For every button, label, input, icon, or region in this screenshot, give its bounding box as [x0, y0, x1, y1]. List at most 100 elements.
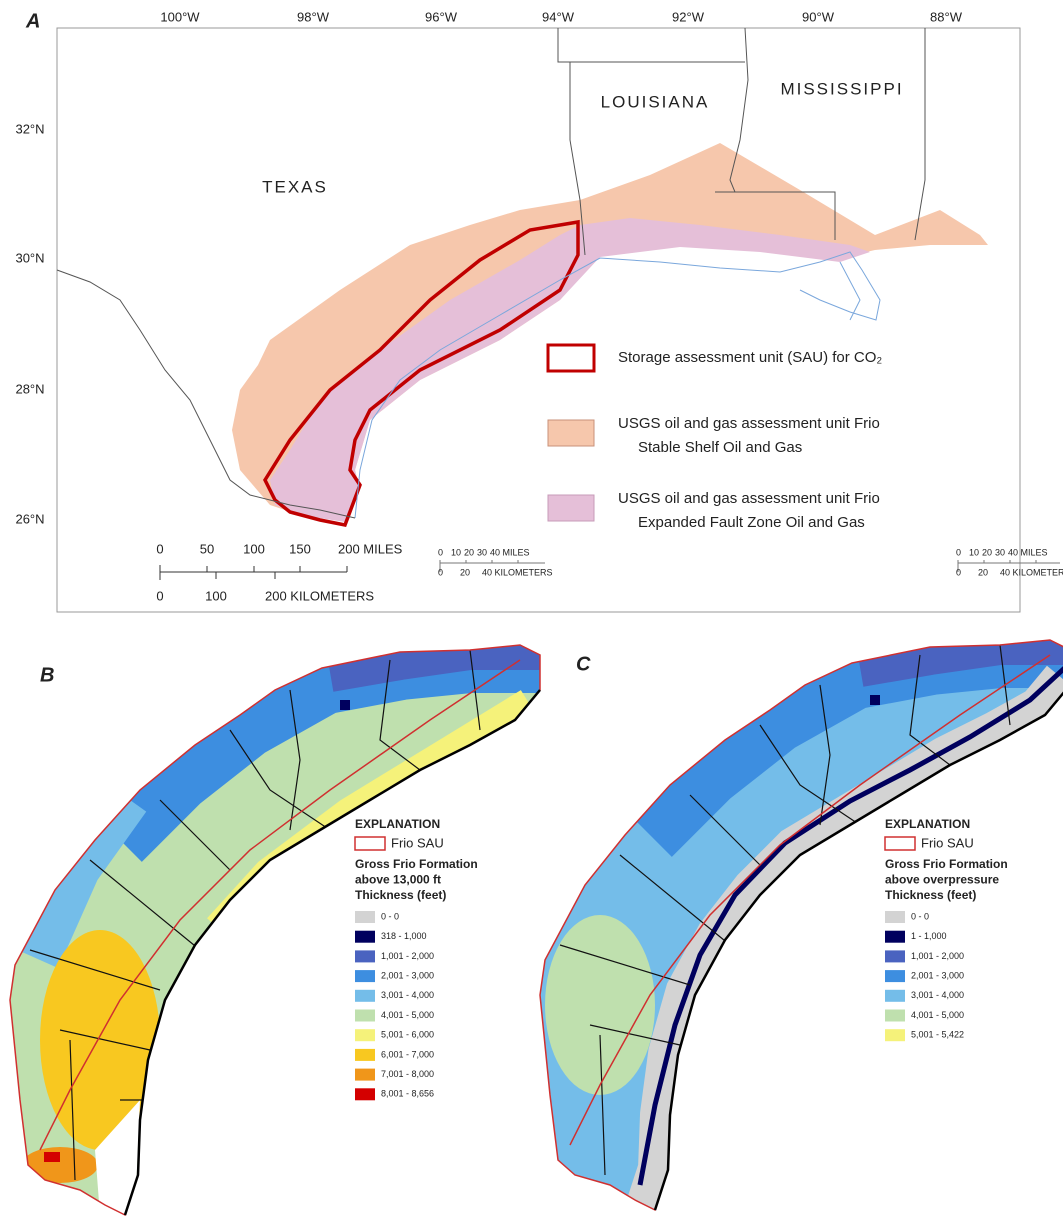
class-label: 5,001 - 6,000 [381, 1030, 434, 1040]
longitude-label: 98°W [297, 9, 330, 24]
class-swatch [355, 1088, 375, 1100]
longitude-label: 88°W [930, 9, 963, 24]
class-swatch [355, 1029, 375, 1041]
explanation-heading: Thickness (feet) [355, 888, 446, 902]
class-label: 4,001 - 5,000 [381, 1010, 434, 1020]
class-label: 1,001 - 2,000 [381, 951, 434, 961]
explanation-heading: Thickness (feet) [885, 888, 976, 902]
scale-label: 20 [460, 567, 470, 577]
thickness-map-frame [530, 635, 1063, 1219]
scale-label: 10 [969, 547, 979, 557]
state-label: TEXAS [262, 177, 328, 196]
scale-label: 100 [205, 588, 227, 603]
longitude-label: 92°W [672, 9, 705, 24]
class-swatch [885, 1010, 905, 1022]
thickness-map [530, 635, 1063, 1219]
explanation-title: EXPLANATION [885, 817, 970, 831]
class-swatch [355, 931, 375, 943]
class-swatch [885, 931, 905, 943]
latitude-labels: 32°N 30°N 28°N 26°N [15, 121, 44, 526]
longitude-label: 96°W [425, 9, 458, 24]
class-label: 3,001 - 4,000 [911, 990, 964, 1000]
scale-label: 100 [243, 541, 265, 556]
scale-label: 0 [156, 541, 163, 556]
explanation-title: EXPLANATION [355, 817, 440, 831]
scale-label: 50 [200, 541, 214, 556]
class-swatch [355, 970, 375, 982]
scale-label: 40 KILOMETERS [482, 567, 553, 577]
legend-label: Storage assessment unit (SAU) for CO₂ [618, 349, 882, 366]
boundary-swatch [355, 837, 385, 850]
class-label: 318 - 1,000 [381, 931, 427, 941]
panel-b: B [0, 560, 545, 1224]
latitude-label: 30°N [15, 250, 44, 265]
scale-label: 20 [464, 547, 474, 557]
latitude-label: 32°N [15, 121, 44, 136]
class-label: 5,001 - 5,422 [911, 1030, 964, 1040]
class-label: 1,001 - 2,000 [911, 951, 964, 961]
scale-label: 150 [289, 541, 311, 556]
legend-label: USGS oil and gas assessment unit Frio [618, 415, 880, 432]
scale-label: 200 KILOMETERS [265, 588, 374, 603]
class-label: 6,001 - 7,000 [381, 1049, 434, 1059]
longitude-label: 100°W [160, 9, 200, 24]
panel-label: B [40, 664, 54, 686]
scale-label: 40 MILES [1008, 547, 1048, 557]
panel-label: A [25, 10, 40, 32]
explanation-heading: above overpressure [885, 873, 999, 887]
scale-label: 0 [438, 547, 443, 557]
scale-label: 200 MILES [338, 541, 403, 556]
class-swatch [885, 950, 905, 962]
class-label: 0 - 0 [911, 911, 929, 921]
explanation-heading: above 13,000 ft [355, 873, 441, 887]
legend-label: USGS oil and gas assessment unit Frio [618, 490, 880, 507]
class-swatch [355, 950, 375, 962]
class-label: 3,001 - 4,000 [381, 990, 434, 1000]
class-label: 7,001 - 8,000 [381, 1069, 434, 1079]
map-fill [44, 1152, 60, 1162]
scale-bar [160, 565, 347, 580]
class-swatch [885, 970, 905, 982]
class-label: 2,001 - 3,000 [381, 970, 434, 980]
scale-label: 0 [156, 588, 163, 603]
scale-label: 40 KILOMETERS [1000, 567, 1063, 577]
legend-swatch [548, 420, 594, 446]
class-swatch [355, 911, 375, 923]
class-label: 4,001 - 5,000 [911, 1010, 964, 1020]
class-label: 1 - 1,000 [911, 931, 947, 941]
class-swatch [885, 1029, 905, 1041]
class-swatch [885, 990, 905, 1002]
scale-label: 20 [978, 567, 988, 577]
boundary-swatch [885, 837, 915, 850]
panel-c: C [530, 560, 1063, 1219]
map-fill [40, 930, 160, 1150]
longitude-label: 94°W [542, 9, 575, 24]
longitude-label: 90°W [802, 9, 835, 24]
scale-label: 30 [477, 547, 487, 557]
scale-label: 10 [451, 547, 461, 557]
legend-swatch [548, 345, 594, 371]
map-fill [545, 915, 655, 1095]
state-label: MISSISSIPPI [780, 79, 903, 98]
legend-label: Stable Shelf Oil and Gas [638, 439, 802, 456]
longitude-labels: 100°W 98°W 96°W 94°W 92°W 90°W 88°W [160, 9, 962, 24]
class-label: 8,001 - 8,656 [381, 1089, 434, 1099]
explanation-heading: Gross Frio Formation [355, 857, 478, 871]
scale-label: 0 [956, 547, 961, 557]
panel-label: C [576, 653, 591, 675]
scale-label: 0 [438, 567, 443, 577]
map-fill [330, 650, 545, 672]
legend-swatch [548, 495, 594, 521]
map-fill [860, 645, 1063, 667]
map-fill [870, 695, 880, 705]
legend: Storage assessment unit (SAU) for CO₂ USG… [548, 345, 882, 531]
thickness-map [0, 640, 545, 1224]
scale-label: 20 [982, 547, 992, 557]
latitude-label: 26°N [15, 511, 44, 526]
class-swatch [355, 1049, 375, 1061]
class-label: 2,001 - 3,000 [911, 970, 964, 980]
map-fill [340, 700, 350, 710]
scale-label: 40 MILES [490, 547, 530, 557]
